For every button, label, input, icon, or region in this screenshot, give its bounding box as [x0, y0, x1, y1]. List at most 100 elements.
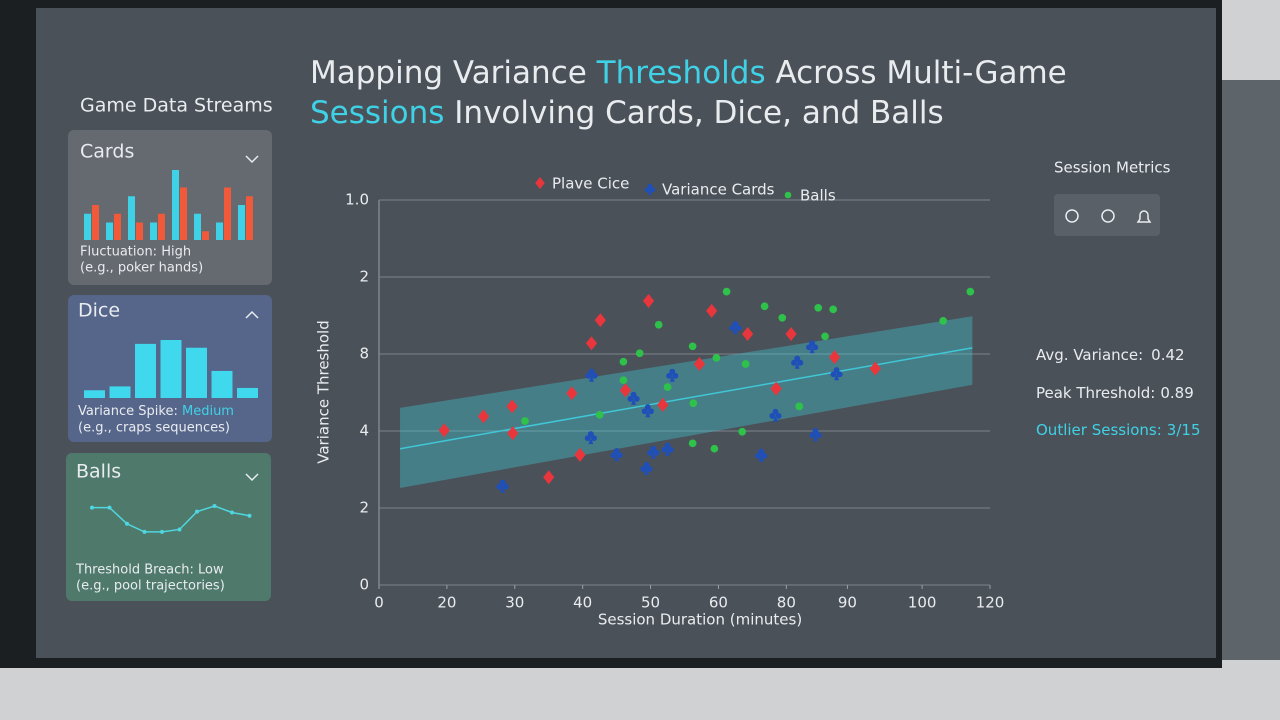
- point: [654, 320, 663, 329]
- point: [585, 336, 598, 351]
- panel-title: Balls: [76, 461, 121, 483]
- point: [610, 448, 623, 462]
- x-tick-label: 120: [976, 594, 1005, 612]
- mini-bar: [109, 386, 131, 398]
- y-tick-label: 2: [359, 268, 369, 286]
- metric-label: Peak Threshold:: [1036, 384, 1155, 402]
- mini-bar: [158, 213, 165, 240]
- mini-bar: [150, 222, 157, 240]
- mini-bar: [246, 196, 253, 240]
- metric-value: 3/15: [1167, 421, 1201, 439]
- metric-label: Avg. Variance:: [1036, 346, 1143, 364]
- timer-icon[interactable]: [1065, 209, 1079, 223]
- point: [543, 470, 555, 485]
- mini-bar: [180, 187, 187, 240]
- y-tick-label: 8: [359, 345, 369, 363]
- point: [741, 360, 750, 368]
- x-tick-label: 50: [641, 594, 660, 612]
- point: [828, 350, 841, 365]
- balls-panel[interactable]: [66, 453, 271, 601]
- x-tick-label: 20: [437, 594, 456, 612]
- point: [619, 357, 628, 366]
- mini-bar: [202, 231, 209, 240]
- point: [506, 399, 518, 414]
- point: [785, 326, 797, 341]
- point: [939, 317, 948, 325]
- point: [595, 410, 604, 419]
- mini-point: [107, 505, 112, 510]
- legend-label: Balls: [800, 187, 836, 205]
- point: [769, 408, 782, 422]
- legend-label: Variance Cards: [662, 181, 775, 199]
- point: [795, 402, 804, 411]
- x-tick-label: 30: [505, 594, 524, 612]
- point: [585, 368, 598, 382]
- bell-icon[interactable]: [1136, 210, 1152, 223]
- mini-bar: [136, 222, 143, 240]
- x-tick-label: 80: [777, 594, 796, 612]
- title-line: Mapping Variance Thresholds Across Multi…: [310, 55, 1067, 91]
- point: [688, 342, 697, 351]
- point: [594, 313, 606, 328]
- point: [770, 381, 782, 396]
- mini-bar: [237, 387, 258, 398]
- panel-example: (e.g., pool trajectories): [76, 579, 225, 594]
- point: [710, 444, 719, 453]
- metrics-title: Session Metrics: [1054, 159, 1171, 177]
- x-tick-label: 100: [908, 594, 937, 612]
- mini-bar: [211, 370, 233, 398]
- point: [647, 445, 660, 459]
- clock-icon[interactable]: [1101, 209, 1115, 223]
- panel-caption: Threshold Breach: Low: [75, 563, 224, 578]
- mini-bar: [172, 170, 179, 240]
- panel-example: (e.g., poker hands): [80, 261, 203, 276]
- mini-bar: [84, 390, 105, 398]
- point: [641, 404, 654, 418]
- mini-bar: [160, 340, 182, 398]
- cards-panel[interactable]: [68, 130, 272, 285]
- point: [742, 326, 754, 341]
- chevrons: [245, 155, 259, 482]
- point: [712, 354, 721, 362]
- legend-marker: [784, 191, 792, 199]
- panel-title: Cards: [80, 141, 134, 163]
- point: [477, 409, 490, 424]
- point: [729, 320, 742, 335]
- point: [821, 332, 829, 341]
- x-axis-label: Session Duration (minutes): [598, 611, 802, 629]
- metric-label: Outlier Sessions:: [1036, 421, 1162, 439]
- mini-point: [230, 510, 234, 515]
- point: [722, 287, 731, 296]
- mini-bar: [106, 222, 113, 240]
- point: [507, 426, 519, 441]
- mini-point: [90, 505, 94, 510]
- x-tick-label: 90: [838, 594, 857, 612]
- point: [619, 376, 628, 385]
- metric-value: 0.89: [1160, 384, 1193, 402]
- icons: [1065, 209, 1152, 223]
- metric: Peak Threshold: 0.89: [1036, 384, 1194, 402]
- mini-bar: [114, 213, 121, 240]
- mini-point: [177, 527, 182, 532]
- x-tick-label: 0: [374, 594, 384, 612]
- metric: Avg. Variance: 0.42: [1036, 346, 1185, 364]
- point: [830, 367, 843, 381]
- mini-point: [125, 521, 129, 526]
- panel-example: (e.g., craps sequences): [78, 421, 230, 436]
- y-tick-label: 2: [359, 499, 369, 517]
- x-tick-label: 60: [709, 594, 728, 612]
- title-part: Mapping Variance: [310, 55, 597, 91]
- mini-bar: [135, 343, 156, 398]
- mini-point: [247, 513, 252, 518]
- point: [663, 383, 672, 391]
- point: [869, 361, 881, 376]
- point: [574, 447, 586, 462]
- point: [738, 427, 747, 436]
- point: [566, 386, 578, 401]
- point: [438, 423, 450, 438]
- point: [584, 431, 597, 445]
- point: [706, 303, 718, 318]
- point: [829, 305, 838, 314]
- y-tick-label: 0: [359, 576, 369, 594]
- title-line: Sessions Involving Cards, Dice, and Ball…: [310, 95, 944, 131]
